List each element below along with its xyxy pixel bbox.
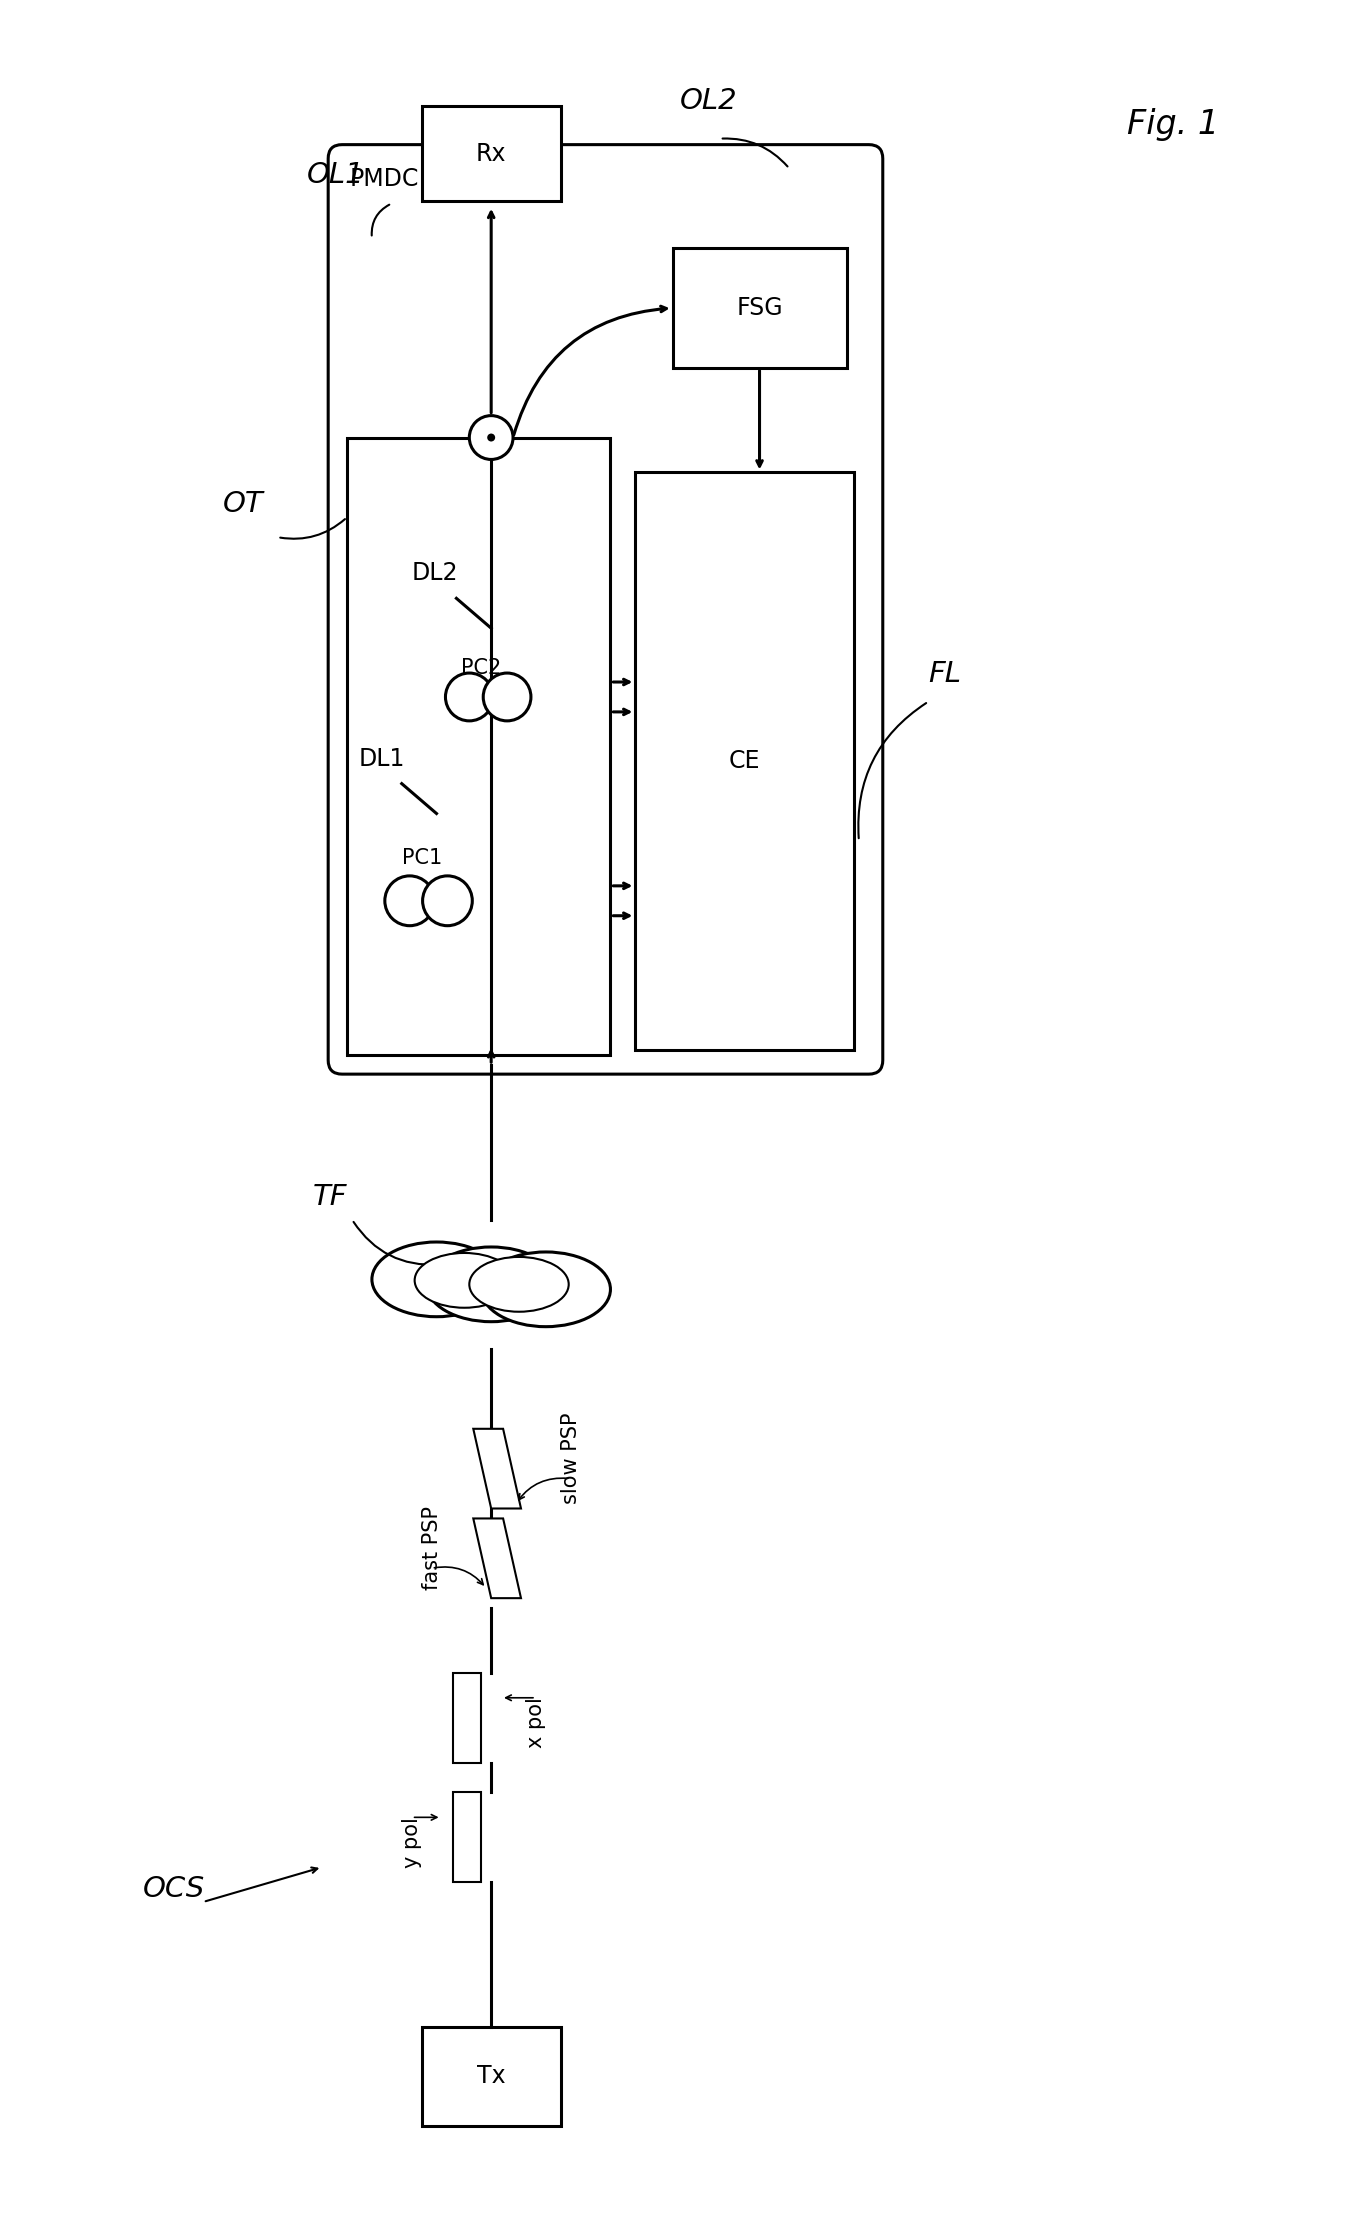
FancyBboxPatch shape <box>347 437 611 1056</box>
Text: OL1: OL1 <box>308 162 365 189</box>
FancyBboxPatch shape <box>421 2026 560 2126</box>
Ellipse shape <box>422 877 472 925</box>
FancyBboxPatch shape <box>636 473 854 1050</box>
Ellipse shape <box>469 1256 569 1311</box>
Text: DL1: DL1 <box>360 748 406 770</box>
Polygon shape <box>473 1518 521 1598</box>
Ellipse shape <box>446 672 493 721</box>
Ellipse shape <box>385 877 435 925</box>
Text: OT: OT <box>223 490 264 519</box>
Circle shape <box>469 415 513 459</box>
Polygon shape <box>473 1429 521 1509</box>
Text: FL: FL <box>928 659 961 688</box>
Text: TF: TF <box>312 1183 347 1212</box>
Text: PC2: PC2 <box>461 659 502 679</box>
Ellipse shape <box>414 1254 514 1307</box>
Text: Fig. 1: Fig. 1 <box>1128 109 1219 140</box>
Ellipse shape <box>427 1247 556 1323</box>
Text: x pol: x pol <box>526 1698 545 1749</box>
Text: DL2: DL2 <box>411 561 458 586</box>
Text: PMDC: PMDC <box>350 166 420 191</box>
Ellipse shape <box>372 1243 502 1316</box>
Text: Tx: Tx <box>477 2064 506 2088</box>
Ellipse shape <box>481 1252 611 1327</box>
Text: Rx: Rx <box>476 142 506 166</box>
Text: PC1: PC1 <box>402 848 442 868</box>
Text: y pol: y pol <box>402 1817 421 1868</box>
Text: FSG: FSG <box>737 295 783 320</box>
Text: OL2: OL2 <box>679 87 738 115</box>
Ellipse shape <box>483 672 530 721</box>
Bar <box>454 1793 481 1882</box>
Circle shape <box>487 433 495 442</box>
Bar <box>454 1673 481 1762</box>
Text: fast PSP: fast PSP <box>421 1507 442 1591</box>
Text: CE: CE <box>729 750 760 772</box>
Text: slow PSP: slow PSP <box>560 1414 581 1504</box>
FancyBboxPatch shape <box>421 107 560 202</box>
FancyBboxPatch shape <box>673 249 846 368</box>
FancyBboxPatch shape <box>328 144 883 1074</box>
Text: OCS: OCS <box>144 1875 205 1904</box>
